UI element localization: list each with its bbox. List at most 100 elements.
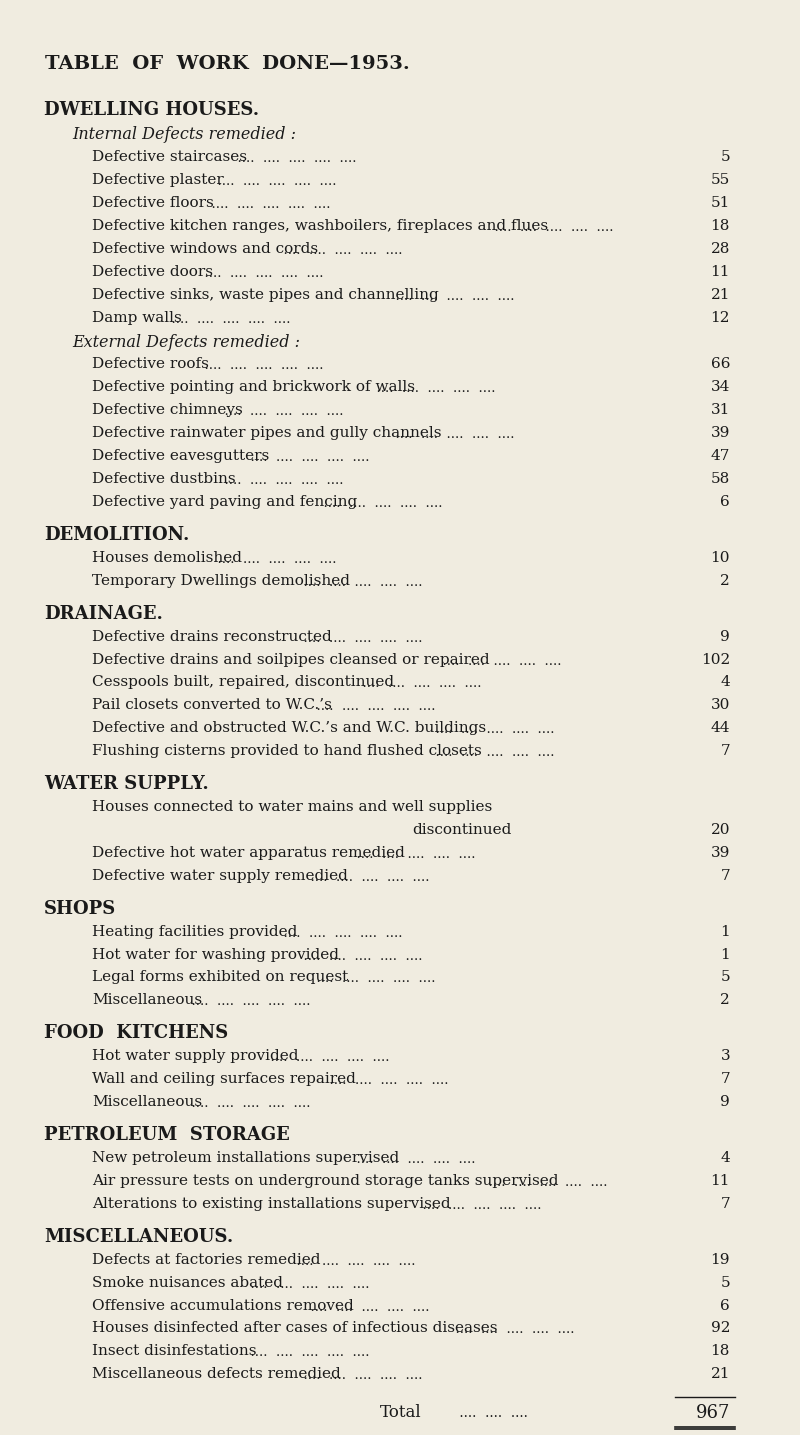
Text: 5: 5 xyxy=(720,1276,730,1290)
Text: ....  ....  ....  ....  ....: .... .... .... .... .... xyxy=(182,996,310,1009)
Text: ....  ....  ....  ....  ....: .... .... .... .... .... xyxy=(480,1175,607,1190)
Text: Defects at factories remedied: Defects at factories remedied xyxy=(92,1253,321,1267)
Text: ....  ....  ....  ....  ....: .... .... .... .... .... xyxy=(196,267,323,280)
Text: ....  ....  ....  ....  ....: .... .... .... .... .... xyxy=(387,428,515,441)
Text: 18: 18 xyxy=(710,1345,730,1359)
Text: 7: 7 xyxy=(720,1197,730,1211)
Text: 9: 9 xyxy=(720,1095,730,1109)
Text: ....  ....  ....  ....  ....: .... .... .... .... .... xyxy=(414,1198,542,1211)
Text: Defective and obstructed W.C.’s and W.C. buildings: Defective and obstructed W.C.’s and W.C.… xyxy=(92,722,486,735)
Text: 1: 1 xyxy=(720,947,730,961)
Text: ....  ....  ....  ....  ....: .... .... .... .... .... xyxy=(295,1369,422,1382)
Text: ....  ....  ....  ....  ....: .... .... .... .... .... xyxy=(302,1300,429,1313)
Text: ....  ....  ....  ....  ....: .... .... .... .... .... xyxy=(163,313,290,326)
Text: 967: 967 xyxy=(696,1405,730,1422)
Text: 39: 39 xyxy=(710,845,730,860)
Text: Defective plaster: Defective plaster xyxy=(92,174,224,188)
Text: ....  ....  ....  ....  ....: .... .... .... .... .... xyxy=(427,746,554,759)
Text: Defective windows and cords: Defective windows and cords xyxy=(92,243,318,255)
Text: ....  ....  ....  ....  ....: .... .... .... .... .... xyxy=(216,405,343,418)
Text: Defective sinks, waste pipes and channelling: Defective sinks, waste pipes and channel… xyxy=(92,288,438,301)
Text: ....  ....  ....  ....  ....: .... .... .... .... .... xyxy=(242,1277,370,1290)
Text: FOOD  KITCHENS: FOOD KITCHENS xyxy=(44,1025,228,1042)
Text: Insect disinfestations: Insect disinfestations xyxy=(92,1345,257,1359)
Text: 44: 44 xyxy=(710,722,730,735)
Text: 58: 58 xyxy=(710,472,730,486)
Text: Internal Defects remedied :: Internal Defects remedied : xyxy=(72,126,296,144)
Text: Temporary Dwellings demolished: Temporary Dwellings demolished xyxy=(92,574,350,588)
Text: ....  ....  ....  ....  ....: .... .... .... .... .... xyxy=(295,950,422,963)
Text: Miscellaneous defects remedied: Miscellaneous defects remedied xyxy=(92,1368,341,1382)
Text: Smoke nuisances abated: Smoke nuisances abated xyxy=(92,1276,283,1290)
Text: Defective dustbins: Defective dustbins xyxy=(92,472,236,486)
Text: 7: 7 xyxy=(720,745,730,758)
Text: 5: 5 xyxy=(720,970,730,984)
Text: ....  ....  ....  ....  ....: .... .... .... .... .... xyxy=(348,1154,475,1167)
Text: ....  ....  ....  ....  ....: .... .... .... .... .... xyxy=(216,474,343,486)
Text: 21: 21 xyxy=(710,1368,730,1382)
Text: Total: Total xyxy=(380,1405,422,1421)
Text: 11: 11 xyxy=(710,265,730,278)
Text: 4: 4 xyxy=(720,1151,730,1165)
Text: Miscellaneous: Miscellaneous xyxy=(92,993,202,1007)
Text: Air pressure tests on underground storage tanks supervised: Air pressure tests on underground storag… xyxy=(92,1174,558,1188)
Text: 39: 39 xyxy=(710,426,730,441)
Text: MISCELLANEOUS.: MISCELLANEOUS. xyxy=(44,1228,234,1246)
Text: Legal forms exhibited on request: Legal forms exhibited on request xyxy=(92,970,348,984)
Text: ....  ....  ....  ....  ....: .... .... .... .... .... xyxy=(202,198,330,211)
Text: Defective drains reconstructed: Defective drains reconstructed xyxy=(92,630,332,644)
Text: Flushing cisterns provided to hand flushed closets: Flushing cisterns provided to hand flush… xyxy=(92,745,482,758)
Text: Defective floors: Defective floors xyxy=(92,197,214,210)
Text: 55: 55 xyxy=(710,174,730,188)
Text: Defective drains and soilpipes cleansed or repaired: Defective drains and soilpipes cleansed … xyxy=(92,653,490,666)
Text: ....  ....  ....  ....  ....: .... .... .... .... .... xyxy=(229,152,357,165)
Text: 7: 7 xyxy=(720,868,730,883)
Text: Hot water supply provided: Hot water supply provided xyxy=(92,1049,298,1063)
Text: Defective pointing and brickwork of walls: Defective pointing and brickwork of wall… xyxy=(92,380,415,395)
Text: DWELLING HOUSES.: DWELLING HOUSES. xyxy=(44,102,259,119)
Text: Cesspools built, repaired, discontinued: Cesspools built, repaired, discontinued xyxy=(92,676,394,689)
Text: Defective yard paving and fencing: Defective yard paving and fencing xyxy=(92,495,358,509)
Text: ....  ....  ....  ....  ....: .... .... .... .... .... xyxy=(295,631,422,644)
Text: ....  ....  ....  ....  ....: .... .... .... .... .... xyxy=(288,1254,416,1267)
Text: External Defects remedied :: External Defects remedied : xyxy=(72,333,300,350)
Text: 18: 18 xyxy=(710,220,730,232)
Text: Defective doors: Defective doors xyxy=(92,265,213,278)
Text: DRAINAGE.: DRAINAGE. xyxy=(44,604,163,623)
Text: 19: 19 xyxy=(710,1253,730,1267)
Text: ....  ....  ....  ....  ....: .... .... .... .... .... xyxy=(387,290,515,303)
Text: 10: 10 xyxy=(710,551,730,565)
Text: 11: 11 xyxy=(710,1174,730,1188)
Text: ....  ....  ....  ....  ....: .... .... .... .... .... xyxy=(434,654,561,667)
Text: 30: 30 xyxy=(710,699,730,712)
Text: ....  ....  ....  ....  ....: .... .... .... .... .... xyxy=(322,1075,449,1088)
Text: Defective rainwater pipes and gully channels: Defective rainwater pipes and gully chan… xyxy=(92,426,442,441)
Text: Defective kitchen ranges, washboilers, fireplaces and flues: Defective kitchen ranges, washboilers, f… xyxy=(92,220,548,232)
Text: ....  ....  ....  ....  ....: .... .... .... .... .... xyxy=(446,1323,574,1336)
Text: ....  ....  ....  ....  ....: .... .... .... .... .... xyxy=(308,973,436,986)
Text: 66: 66 xyxy=(710,357,730,372)
Text: Wall and ceiling surfaces repaired: Wall and ceiling surfaces repaired xyxy=(92,1072,356,1086)
Text: Houses disinfected after cases of infectious diseases: Houses disinfected after cases of infect… xyxy=(92,1322,498,1336)
Text: ....  ....  ....  ....  ....: .... .... .... .... .... xyxy=(486,221,614,234)
Text: 92: 92 xyxy=(710,1322,730,1336)
Text: 6: 6 xyxy=(720,1299,730,1313)
Text: 31: 31 xyxy=(710,403,730,418)
Text: ....  ....  ....  ....  ....: .... .... .... .... .... xyxy=(295,575,422,588)
Text: 3: 3 xyxy=(720,1049,730,1063)
Text: Heating facilities provided: Heating facilities provided xyxy=(92,924,298,938)
Text: ....  ....  ....  ....  ....: .... .... .... .... .... xyxy=(210,552,337,565)
Text: Pail closets converted to W.C.’s: Pail closets converted to W.C.’s xyxy=(92,699,332,712)
Text: Defective roofs: Defective roofs xyxy=(92,357,209,372)
Text: WATER SUPPLY.: WATER SUPPLY. xyxy=(44,775,209,794)
Text: Defective staircases: Defective staircases xyxy=(92,151,247,165)
Text: Houses connected to water mains and well supplies: Houses connected to water mains and well… xyxy=(92,801,492,814)
Text: 6: 6 xyxy=(720,495,730,509)
Text: Damp walls: Damp walls xyxy=(92,310,182,324)
Text: SHOPS: SHOPS xyxy=(44,900,116,917)
Text: ....  ....  ....  ....  ....: .... .... .... .... .... xyxy=(302,871,429,884)
Text: 5: 5 xyxy=(720,151,730,165)
Text: ....  ....  ....  ....  ....: .... .... .... .... .... xyxy=(367,382,495,396)
Text: 2: 2 xyxy=(720,993,730,1007)
Text: ....  ....  ....  ....  ....: .... .... .... .... .... xyxy=(275,244,402,257)
